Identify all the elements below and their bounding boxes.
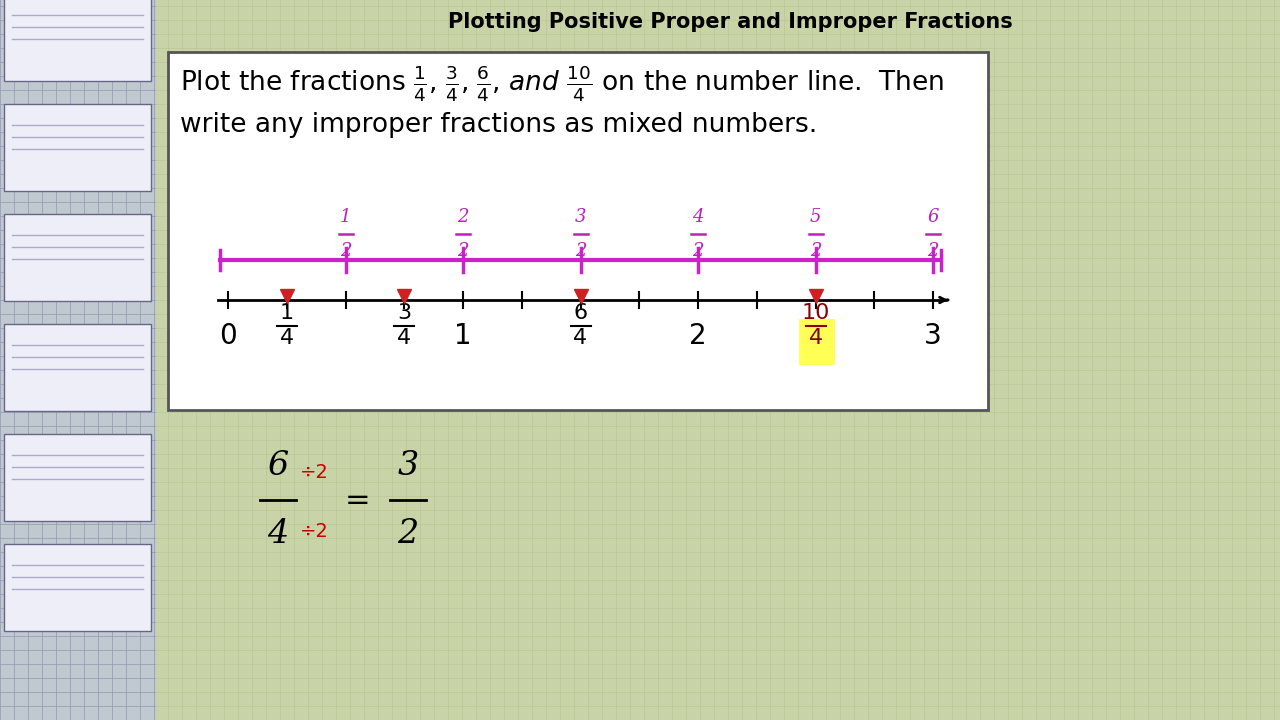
Text: 3: 3 xyxy=(924,322,942,350)
Text: 2: 2 xyxy=(927,242,938,260)
Text: 2: 2 xyxy=(457,242,468,260)
Text: 4: 4 xyxy=(573,328,588,348)
FancyBboxPatch shape xyxy=(4,214,151,301)
FancyBboxPatch shape xyxy=(4,434,151,521)
FancyBboxPatch shape xyxy=(4,0,151,81)
Text: Plot the fractions $\frac{1}{4}$, $\frac{3}{4}$, $\frac{6}{4}$, $\mathit{and}$ $: Plot the fractions $\frac{1}{4}$, $\frac… xyxy=(180,64,945,104)
Text: ÷2: ÷2 xyxy=(300,463,329,482)
Text: 4: 4 xyxy=(809,328,823,348)
Text: 1: 1 xyxy=(454,322,472,350)
Text: 1: 1 xyxy=(339,208,351,226)
Text: 0: 0 xyxy=(219,322,237,350)
Text: 6: 6 xyxy=(268,450,288,482)
Text: 3: 3 xyxy=(397,450,419,482)
Text: 3: 3 xyxy=(397,303,411,323)
FancyBboxPatch shape xyxy=(4,104,151,191)
Text: 5: 5 xyxy=(810,208,822,226)
FancyBboxPatch shape xyxy=(799,319,835,365)
Text: 3: 3 xyxy=(575,208,586,226)
Text: 2: 2 xyxy=(692,242,704,260)
FancyBboxPatch shape xyxy=(4,544,151,631)
Bar xyxy=(0,0,155,720)
Text: 4: 4 xyxy=(280,328,294,348)
FancyBboxPatch shape xyxy=(168,52,988,410)
Text: 6: 6 xyxy=(573,303,588,323)
Text: 6: 6 xyxy=(927,208,938,226)
FancyBboxPatch shape xyxy=(4,324,151,411)
Text: =: = xyxy=(346,485,371,515)
Text: 1: 1 xyxy=(280,303,294,323)
Text: 2: 2 xyxy=(457,208,468,226)
Text: 2: 2 xyxy=(575,242,586,260)
Text: 2: 2 xyxy=(397,518,419,550)
Text: write any improper fractions as mixed numbers.: write any improper fractions as mixed nu… xyxy=(180,112,817,138)
Text: 2: 2 xyxy=(689,322,707,350)
Text: 10: 10 xyxy=(801,303,829,323)
Text: Plotting Positive Proper and Improper Fractions: Plotting Positive Proper and Improper Fr… xyxy=(448,12,1012,32)
Text: 4: 4 xyxy=(397,328,411,348)
Text: 2: 2 xyxy=(339,242,351,260)
Text: 2: 2 xyxy=(810,242,822,260)
Text: 4: 4 xyxy=(692,208,704,226)
Text: ÷2: ÷2 xyxy=(300,522,329,541)
Text: 4: 4 xyxy=(268,518,288,550)
